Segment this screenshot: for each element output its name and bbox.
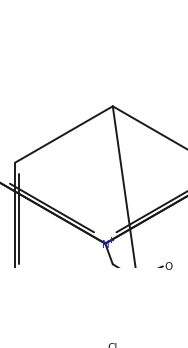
Text: +: +	[107, 236, 114, 245]
Text: N: N	[102, 240, 110, 251]
Text: O: O	[164, 262, 172, 272]
Text: Cl: Cl	[108, 343, 118, 348]
